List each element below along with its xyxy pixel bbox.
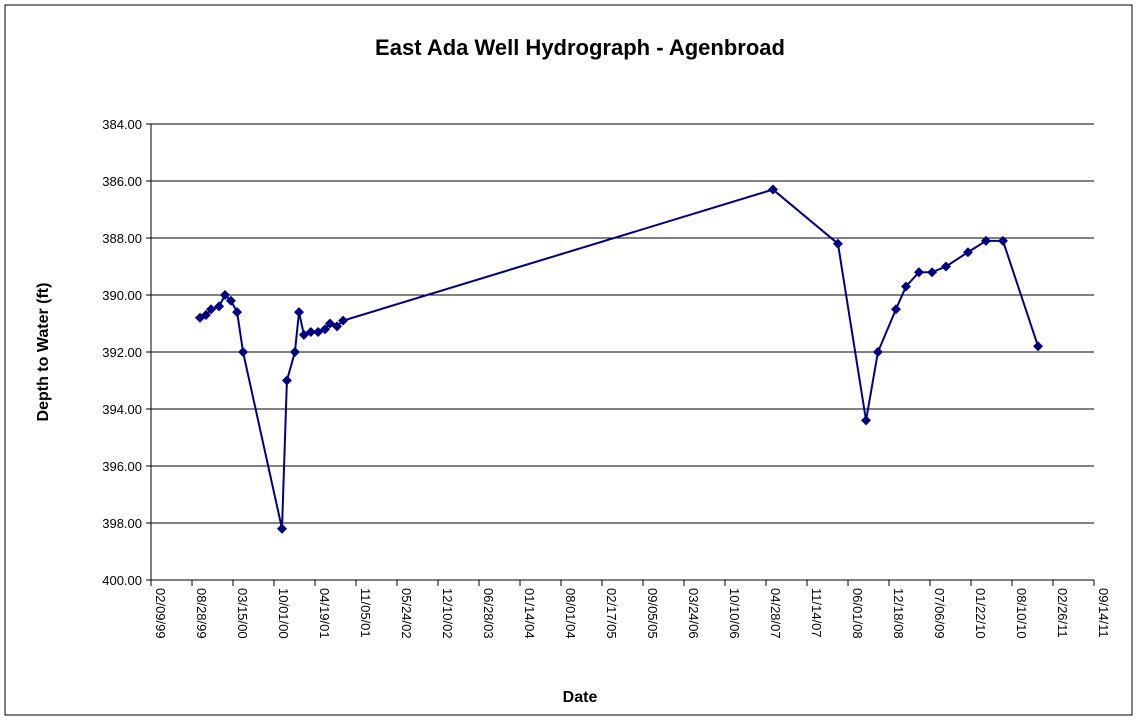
data-marker [901,281,912,292]
y-tick-label: 388.00 [102,231,142,246]
x-tick-label: 01/14/04 [522,588,537,639]
data-marker [289,347,300,357]
x-tick-label: 08/28/99 [194,588,209,639]
data-marker [913,267,924,278]
x-axis-label: Date [563,689,598,706]
x-tick-label: 12/18/08 [891,588,906,639]
data-marker [1033,341,1044,352]
x-tick-label: 07/06/09 [932,588,947,639]
data-marker [980,235,991,246]
data-marker [225,295,236,306]
chart-title: East Ada Well Hydrograph - Agenbroad [375,35,785,60]
x-tick-label: 02/26/11 [1055,588,1070,638]
x-tick-label: 09/05/05 [645,588,660,639]
data-marker [305,327,316,338]
x-tick-label: 04/28/07 [768,588,783,639]
x-tick-label: 06/01/08 [850,588,865,639]
data-marker [861,415,872,426]
y-tick-label: 394.00 [102,402,142,417]
x-tick-label: 08/01/04 [563,588,578,639]
data-marker [940,261,951,272]
x-tick-label: 11/14/07 [809,588,824,638]
x-tick-label: 05/24/02 [399,588,414,639]
data-marker [320,324,331,335]
data-marker [276,523,287,534]
data-marker [962,247,973,258]
x-tick-label: 02/09/99 [153,588,168,639]
data-marker [238,347,249,357]
x-tick-label: 09/14/11 [1096,588,1111,638]
data-marker [294,307,305,318]
data-marker [767,184,778,195]
y-tick-label: 390.00 [102,288,142,303]
data-marker [281,375,292,386]
y-tick-label: 400.00 [102,573,142,588]
y-tick-label: 392.00 [102,345,142,360]
data-marker [338,315,349,326]
data-marker [927,267,938,278]
x-tick-label: 08/10/10 [1014,588,1029,639]
x-tick-label: 03/15/00 [235,588,250,639]
x-tick-label: 10/10/06 [727,588,742,639]
y-axis-label: Depth to Water (ft) [35,283,52,422]
x-tick-label: 01/22/10 [973,588,988,639]
x-tick-label: 02/17/05 [604,588,619,639]
data-marker [872,347,883,357]
data-marker [997,235,1008,246]
data-marker [331,321,342,332]
data-marker [232,307,243,318]
data-marker [832,238,843,249]
x-tick-label: 10/01/00 [276,588,291,639]
x-tick-label: 11/05/01 [358,588,373,638]
data-marker [200,309,211,320]
y-tick-label: 384.00 [102,117,142,132]
data-marker [206,304,217,315]
data-marker [214,301,225,312]
data-marker [890,304,901,315]
x-tick-label: 06/28/03 [481,588,496,639]
y-tick-label: 398.00 [102,516,142,531]
data-marker [220,290,231,300]
x-tick-label: 12/10/02 [440,588,455,639]
y-tick-label: 396.00 [102,459,142,474]
x-tick-label: 03/24/06 [686,588,701,639]
x-tick-label: 04/19/01 [317,588,332,639]
y-tick-label: 386.00 [102,174,142,189]
